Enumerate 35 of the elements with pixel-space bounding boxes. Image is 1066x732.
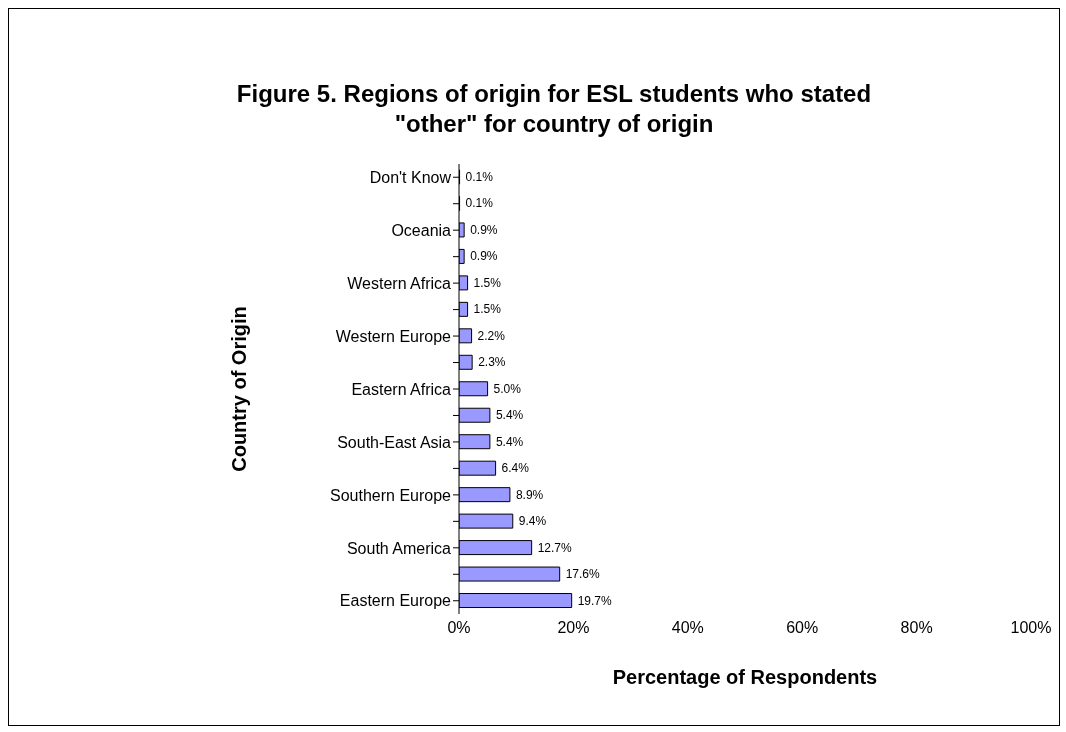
data-label: 0.1%: [465, 170, 494, 184]
data-label: 17.6%: [565, 567, 601, 582]
y-axis-title: Country of Origin: [228, 306, 251, 472]
y-tick-label: Don't Know: [369, 168, 452, 186]
x-tick-label: 0%: [447, 619, 471, 637]
data-label: 9.4%: [518, 514, 547, 529]
data-label: 0.1%: [465, 196, 494, 211]
data-label: 0.9%: [470, 222, 498, 237]
data-label: 2.2%: [477, 328, 506, 343]
y-tick-label: Eastern Europe: [339, 592, 452, 610]
data-label: 12.7%: [537, 540, 572, 555]
y-tick-label: Western Europe: [335, 327, 452, 345]
data-label: 5.4%: [495, 408, 524, 423]
data-label: 5.4%: [495, 434, 524, 449]
chart-title: Figure 5. Regions of origin for ESL students who stated "other" for country of origin: [235, 79, 873, 139]
y-tick-label: Southern Europe: [330, 486, 452, 504]
x-axis-title: Percentage of Respondents: [612, 666, 878, 688]
data-label: 1.5%: [473, 302, 502, 317]
data-label: 6.4%: [501, 461, 530, 476]
x-tick-label: 40%: [671, 619, 704, 637]
data-label: 1.5%: [473, 275, 502, 290]
data-label: 8.9%: [515, 487, 544, 502]
y-tick-label: Oceania: [391, 221, 452, 239]
data-label: 0.9%: [470, 249, 498, 264]
y-tick-label: Western Africa: [347, 274, 452, 292]
x-tick-label: 20%: [557, 619, 590, 637]
x-tick-label: 60%: [786, 619, 819, 637]
data-label: 5.0%: [493, 381, 522, 396]
data-label: 19.7%: [577, 593, 613, 608]
y-tick-label: South-East Asia: [337, 433, 452, 451]
x-tick-label: 100%: [1010, 619, 1052, 637]
data-label: 2.3%: [478, 355, 506, 370]
y-tick-label: Eastern Africa: [351, 380, 452, 398]
x-tick-label: 80%: [900, 619, 933, 637]
y-tick-label: South America: [346, 539, 452, 557]
